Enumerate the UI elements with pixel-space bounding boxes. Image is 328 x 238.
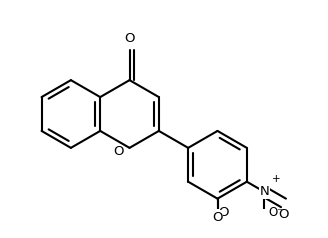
Text: O: O [218, 206, 229, 219]
Text: +: + [273, 174, 281, 184]
Text: O: O [124, 32, 135, 45]
Text: O: O [113, 145, 123, 158]
Text: O: O [212, 211, 223, 224]
Text: O: O [219, 237, 230, 238]
Text: O: O [278, 208, 289, 221]
Text: O⁻: O⁻ [268, 206, 283, 219]
Text: N: N [259, 185, 269, 198]
